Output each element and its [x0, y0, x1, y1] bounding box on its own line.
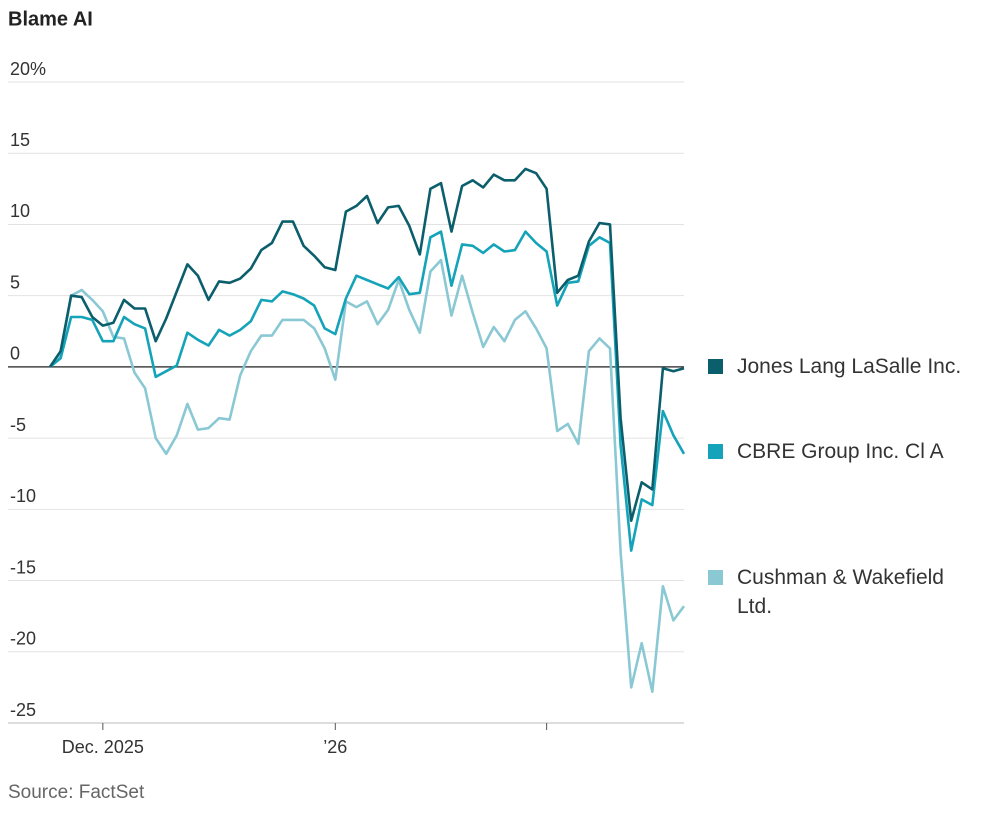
legend-label: Cushman & Wakefield Ltd.	[737, 566, 944, 618]
y-tick-label: -5	[10, 415, 26, 435]
legend-item: Cushman & Wakefield Ltd.	[706, 563, 981, 621]
source: Source: FactSet	[8, 782, 145, 803]
legend-label: Jones Lang LaSalle Inc.	[737, 355, 962, 378]
legend-label: CBRE Group Inc. Cl A	[737, 440, 944, 463]
chart-title: Blame AI	[8, 8, 93, 30]
legend-item: Jones Lang LaSalle Inc.	[706, 352, 981, 381]
y-tick-label: 10	[10, 201, 30, 221]
legend-swatch	[708, 570, 723, 585]
x-tick-label: Dec. 2025	[62, 737, 144, 757]
y-tick-label: 20%	[10, 59, 46, 79]
y-tick-label: -25	[10, 700, 36, 720]
y-tick-label: 15	[10, 130, 30, 150]
y-tick-label: 0	[10, 344, 20, 364]
legend-swatch	[708, 359, 723, 374]
y-tick-label: 5	[10, 272, 20, 292]
line	[48, 258, 686, 693]
legend-swatch	[708, 444, 723, 459]
y-tick-label: -20	[10, 629, 36, 649]
legend-item: CBRE Group Inc. Cl A	[706, 437, 981, 466]
y-tick-label: -10	[10, 486, 36, 506]
line	[48, 167, 685, 522]
line	[49, 230, 686, 552]
y-tick-label: -15	[10, 557, 36, 577]
x-tick-label: ’26	[323, 737, 347, 757]
